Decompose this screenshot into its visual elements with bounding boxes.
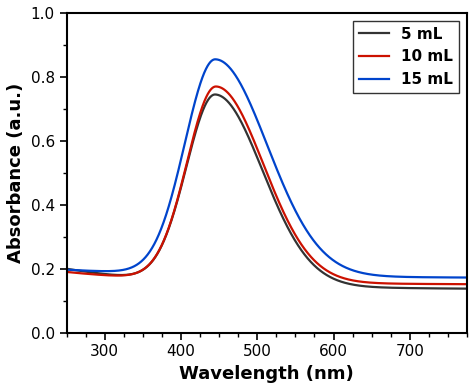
10 mL [213, 84, 219, 89]
15 mL [259, 128, 264, 133]
15 mL [212, 57, 218, 62]
15 mL [64, 268, 69, 272]
15 mL [84, 268, 90, 273]
5 mL [248, 140, 254, 145]
5 mL [64, 266, 69, 271]
5 mL [212, 92, 218, 97]
5 mL [84, 269, 90, 274]
5 mL [453, 286, 458, 291]
Y-axis label: Absorbance (a.u.): Absorbance (a.u.) [7, 83, 25, 263]
X-axis label: Wavelength (nm): Wavelength (nm) [180, 365, 354, 383]
15 mL [464, 275, 470, 280]
5 mL [453, 286, 458, 291]
Line: 15 mL: 15 mL [66, 59, 467, 278]
Legend: 5 mL, 10 mL, 15 mL: 5 mL, 10 mL, 15 mL [353, 21, 459, 93]
15 mL [379, 273, 385, 278]
Line: 5 mL: 5 mL [66, 94, 467, 289]
15 mL [453, 275, 458, 280]
15 mL [453, 275, 458, 280]
10 mL [259, 157, 264, 162]
10 mL [379, 281, 385, 285]
5 mL [379, 285, 385, 290]
15 mL [248, 103, 254, 108]
10 mL [64, 269, 69, 274]
5 mL [259, 166, 264, 170]
10 mL [453, 282, 458, 287]
10 mL [464, 282, 470, 287]
Line: 10 mL: 10 mL [66, 87, 467, 284]
10 mL [453, 282, 458, 287]
10 mL [84, 271, 90, 276]
5 mL [464, 286, 470, 291]
10 mL [248, 131, 254, 136]
